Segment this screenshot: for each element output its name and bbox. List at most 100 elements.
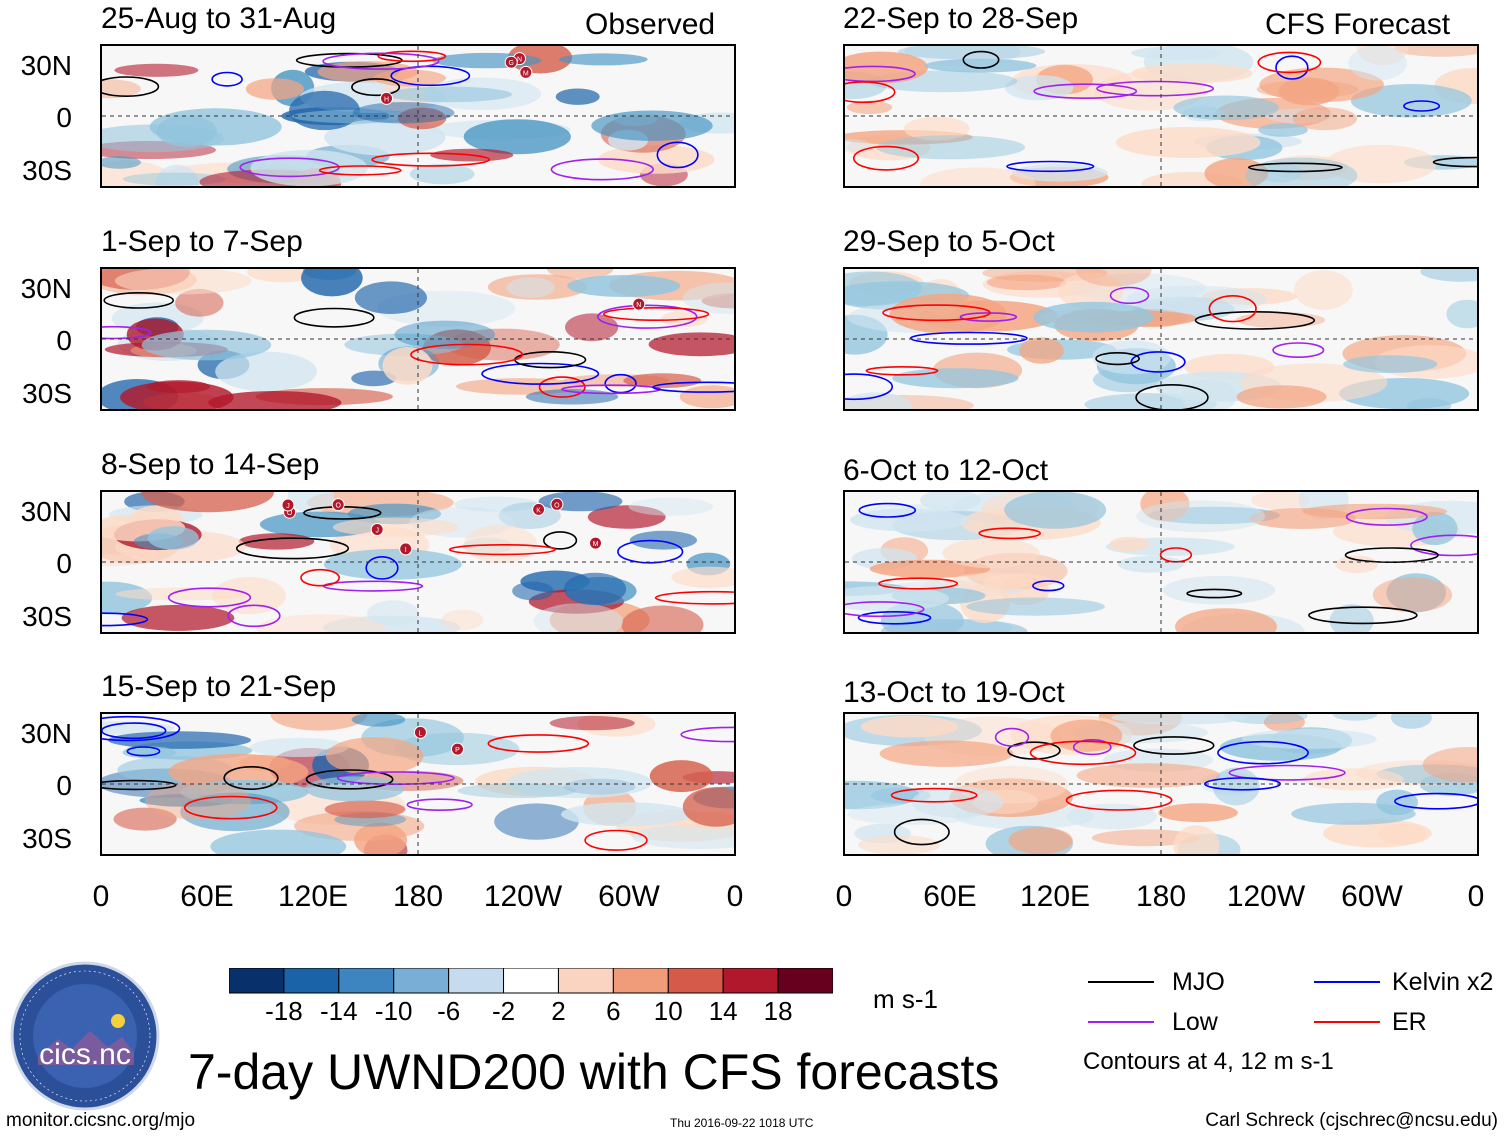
colorbar-tick-label: -6 xyxy=(437,996,461,1026)
wind-anomaly-blob xyxy=(386,86,512,103)
wind-anomaly-blob xyxy=(845,139,872,152)
wind-anomaly-blob xyxy=(506,767,653,799)
filter-contour xyxy=(1109,286,1150,305)
lat-label-eq: 0 xyxy=(56,770,72,801)
cfs-forecast-label: CFS Forecast xyxy=(1265,8,1451,41)
filter-contour xyxy=(959,312,1018,322)
wind-anomaly-blob xyxy=(409,163,475,185)
colorbar-swatch xyxy=(503,968,559,994)
wind-anomaly-blob xyxy=(679,385,734,409)
wind-anomaly-blob xyxy=(1394,46,1477,57)
wind-anomaly-blob xyxy=(682,787,734,827)
storm-marker-circle xyxy=(331,498,345,512)
wind-anomaly-blob xyxy=(849,508,970,532)
storm-marker-letter: O xyxy=(335,503,341,510)
lat-label-30n: 30N xyxy=(20,273,72,304)
colorbar-tick-label: -2 xyxy=(491,996,516,1026)
filter-contour xyxy=(1308,606,1418,625)
wind-anomaly-blob xyxy=(249,737,349,757)
wind-anomaly-blob xyxy=(141,329,272,361)
colorbar xyxy=(229,968,833,994)
filter-contour xyxy=(909,331,1028,345)
filter-contour xyxy=(680,726,734,743)
filter-contour xyxy=(371,152,491,167)
wind-anomaly-blob xyxy=(512,581,554,601)
lon-label-60e: 60E xyxy=(923,880,977,913)
storm-marker-circle xyxy=(632,297,646,311)
filter-contour xyxy=(656,141,699,169)
lat-label-30s: 30S xyxy=(22,378,72,409)
filter-contour xyxy=(481,362,600,385)
wind-anomaly-blob xyxy=(623,373,702,389)
filter-contour xyxy=(852,145,920,171)
wind-anomaly-blob xyxy=(1175,608,1277,632)
wind-anomaly-blob xyxy=(324,800,406,819)
wind-anomaly-blob xyxy=(966,597,1105,616)
wind-anomaly-blob xyxy=(457,783,577,799)
lat-label-30s: 30S xyxy=(22,823,72,854)
storm-marker: G xyxy=(504,55,518,69)
wind-anomaly-blob xyxy=(1109,536,1150,552)
wind-anomaly-blob xyxy=(1446,299,1477,329)
lon-label-0: 0 xyxy=(92,880,110,913)
lon-label-120e: 120E xyxy=(1019,880,1091,913)
wind-anomaly-blob xyxy=(860,715,959,738)
wind-anomaly-blob xyxy=(1091,829,1200,847)
lon-label-180: 180 xyxy=(392,880,444,913)
storm-marker-circle xyxy=(451,742,464,756)
lon-label-60w: 60W xyxy=(1341,880,1403,913)
main-title: 7-day UWND200 with CFS forecasts xyxy=(188,1044,1000,1100)
wind-anomaly-blob xyxy=(1004,492,1107,529)
storm-marker: N xyxy=(632,297,646,311)
lat-label-eq: 0 xyxy=(56,548,72,579)
storm-marker-circle xyxy=(504,55,518,69)
filter-contour xyxy=(448,543,557,556)
filter-contour xyxy=(102,715,181,742)
wind-anomaly-blob xyxy=(1117,555,1184,573)
filter-contour xyxy=(300,568,341,587)
wind-anomaly-blob xyxy=(147,526,199,550)
filter-contour xyxy=(102,612,149,627)
wind-anomaly-blob xyxy=(845,392,913,409)
wind-anomaly-blob xyxy=(463,119,571,155)
wind-anomaly-blob xyxy=(294,811,425,841)
footer-url[interactable]: monitor.cicsnc.org/mjo xyxy=(6,1110,196,1131)
filter-contour xyxy=(126,746,161,757)
wind-anomaly-blob xyxy=(351,370,397,387)
storm-marker: J xyxy=(281,498,295,512)
filter-contour xyxy=(1133,736,1215,755)
storm-marker-letter: M xyxy=(593,541,599,548)
filter-contour xyxy=(1029,740,1137,766)
colorbar-swatch xyxy=(777,968,833,994)
wind-anomaly-blob xyxy=(563,572,627,606)
storm-marker: M xyxy=(589,536,602,550)
filter-contour xyxy=(878,577,958,590)
wind-anomaly-blob xyxy=(1158,803,1238,823)
wind-anomaly-blob xyxy=(354,281,427,314)
filter-contour xyxy=(223,765,279,790)
filter-contour xyxy=(845,65,916,83)
wind-anomaly-blob xyxy=(1343,355,1438,373)
colorbar-tick-label: 6 xyxy=(606,996,621,1026)
wind-anomaly-blob xyxy=(560,802,692,827)
filter-contour xyxy=(227,604,281,628)
storm-marker-letter: O xyxy=(554,502,560,509)
logo-text: cics.nc xyxy=(39,1038,131,1071)
storm-marker: P xyxy=(451,742,464,756)
filter-contour xyxy=(1410,534,1477,557)
filter-contour xyxy=(211,71,243,87)
colorbar-tick-label: 18 xyxy=(763,996,793,1026)
storm-marker-letter: N xyxy=(636,302,641,309)
legend-line-low xyxy=(1088,1021,1154,1023)
wind-anomaly-blob xyxy=(1256,80,1359,99)
storm-marker: O xyxy=(331,498,345,512)
wind-anomaly-blob xyxy=(323,548,462,580)
filter-contour xyxy=(1275,55,1309,80)
wind-anomaly-blob xyxy=(942,538,1040,569)
wind-anomaly-blob xyxy=(587,505,666,529)
wind-anomaly-blob xyxy=(629,530,698,550)
wind-anomaly-blob xyxy=(903,116,970,141)
filter-contour xyxy=(487,734,590,753)
wind-anomaly-blob xyxy=(1263,714,1305,732)
wind-anomaly-blob xyxy=(250,149,368,186)
